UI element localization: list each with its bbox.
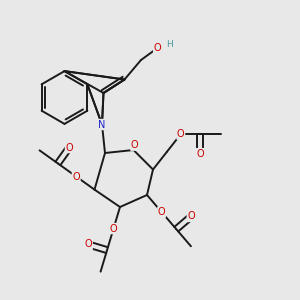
Text: O: O [196,148,204,159]
Text: O: O [110,224,117,234]
Text: O: O [65,142,73,153]
Text: O: O [187,212,195,221]
Text: O: O [85,239,92,250]
Text: H: H [166,40,173,49]
Text: O: O [158,207,166,217]
Text: O: O [131,140,139,150]
Text: O: O [177,129,184,139]
Text: O: O [154,43,161,53]
Text: O: O [72,172,80,182]
Text: N: N [98,119,106,130]
